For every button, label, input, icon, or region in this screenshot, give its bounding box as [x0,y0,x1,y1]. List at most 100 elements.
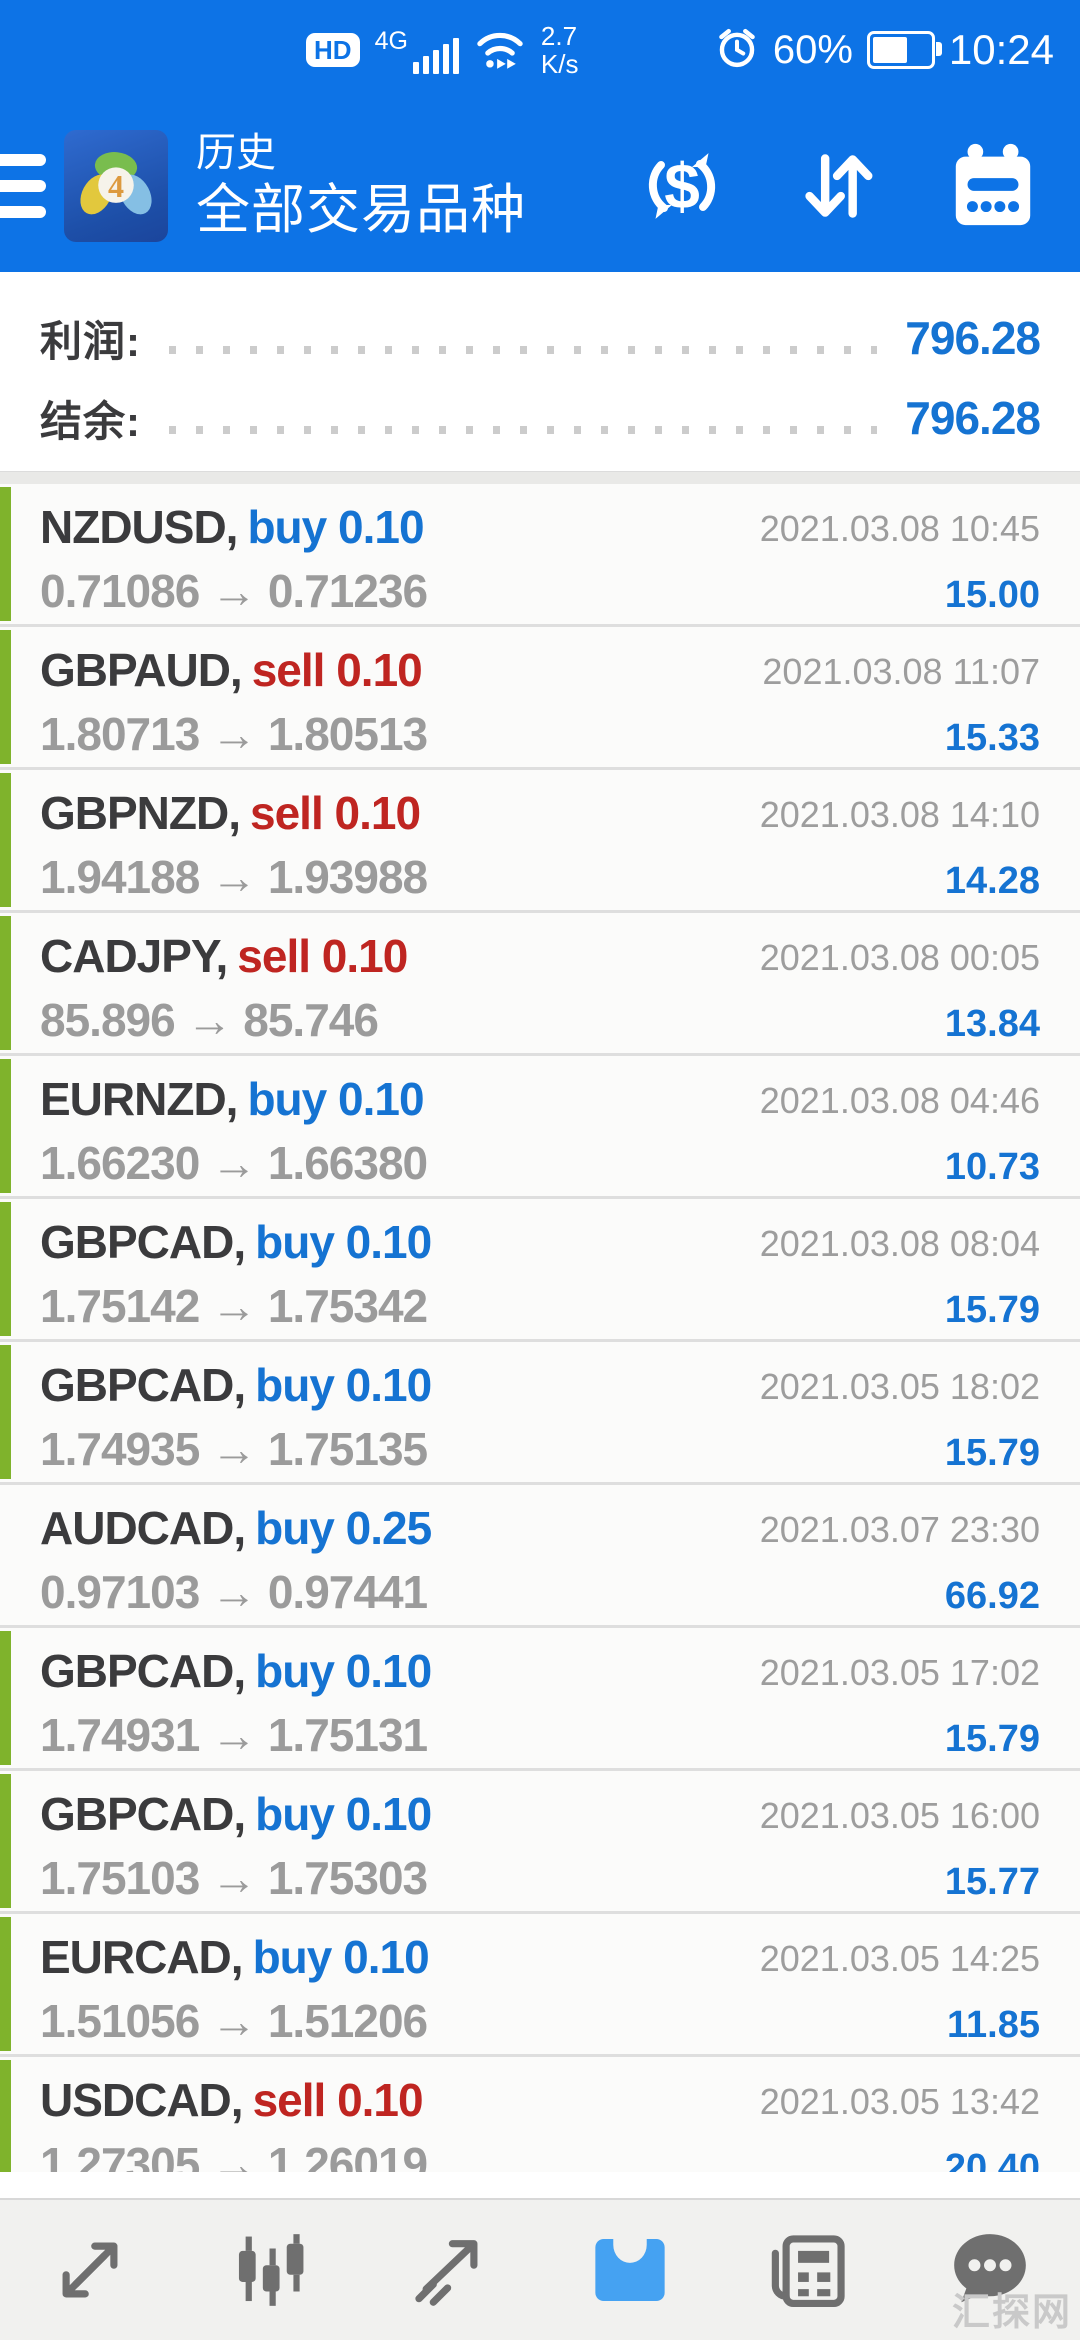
trade-prices: 1.80713 → 1.80513 [40,708,428,760]
trade-datetime: 2021.03.08 00:05 [759,937,1040,978]
hd-icon: HD [306,33,360,67]
trade-symbol: NZDUSD, [40,501,238,553]
section-divider [0,471,1080,484]
trade-profit: 15.79 [944,1718,1040,1760]
profit-row: 利润: 796.28 [40,298,1041,378]
mt4-logo-icon: 4 [64,130,168,242]
dotted-leader [169,426,878,434]
trade-datetime: 2021.03.05 16:00 [759,1795,1040,1836]
nav-trade[interactable] [370,2210,530,2330]
profit-label: 利润: [40,317,141,365]
trade-datetime: 2021.03.08 11:07 [762,651,1040,692]
profit-stripe [0,487,11,621]
network-speed: 2.7 K/s [540,21,579,79]
profit-stripe [0,1059,11,1193]
trade-row[interactable]: USDCAD, sell 0.10 1.27305 → 1.26019 2021.… [0,2057,1080,2172]
trade-side: buy 0.10 [255,1788,432,1840]
account-summary: 利润: 796.28 结余: 796.28 [0,272,1080,471]
trade-profit: 15.33 [944,717,1040,759]
trade-datetime: 2021.03.08 08:04 [759,1223,1040,1264]
trade-datetime: 2021.03.08 10:45 [759,508,1040,549]
profit-stripe [0,1917,11,2051]
trade-symbol: CADJPY, [40,930,228,982]
trade-row[interactable]: EURCAD, buy 0.10 1.51056 → 1.51206 2021.0… [0,1914,1080,2057]
profit-stripe [0,630,11,764]
balance-value: 796.28 [905,392,1041,444]
trade-symbol: GBPCAD, [40,1359,246,1411]
trade-row[interactable]: GBPCAD, buy 0.10 1.74931 → 1.75131 2021.0… [0,1628,1080,1771]
trade-side: buy 0.10 [247,1073,424,1125]
trade-row[interactable]: CADJPY, sell 0.10 85.896 → 85.746 2021.03… [0,913,1080,1056]
trade-row[interactable]: NZDUSD, buy 0.10 0.71086 → 0.71236 2021.0… [0,484,1080,627]
trade-symbol: GBPAUD, [40,644,243,696]
trade-profit: 13.84 [944,1003,1040,1045]
trade-prices: 1.94188 → 1.93988 [40,851,428,903]
trade-side: buy 0.10 [247,501,424,553]
balance-label: 结余: [40,397,141,445]
trade-side: sell 0.10 [252,2074,424,2126]
trade-side: buy 0.25 [255,1502,432,1554]
trade-prices: 1.66230 → 1.66380 [40,1137,428,1189]
wifi-icon [474,25,526,76]
page-title: 历史 [196,130,276,175]
network-type-label: 4G [374,26,408,55]
trade-symbol: EURNZD, [40,1073,238,1125]
trade-profit: 14.28 [944,860,1040,902]
trade-row[interactable]: GBPCAD, buy 0.10 1.75103 → 1.75303 2021.0… [0,1771,1080,1914]
trade-profit: 11.85 [947,2004,1040,2046]
trade-row[interactable]: GBPCAD, buy 0.10 1.74935 → 1.75135 2021.0… [0,1342,1080,1485]
watermark: 汇探网 [951,2292,1072,2334]
nav-quotes[interactable] [10,2210,170,2330]
sort-icon[interactable] [794,142,882,230]
profit-stripe [0,2060,11,2172]
trade-symbol: USDCAD, [40,2074,244,2126]
svg-text:4: 4 [108,168,124,204]
svg-text:$: $ [664,150,700,222]
trade-row[interactable]: GBPCAD, buy 0.10 1.75142 → 1.75342 2021.0… [0,1199,1080,1342]
trade-datetime: 2021.03.08 04:46 [759,1080,1040,1121]
trade-row[interactable]: GBPNZD, sell 0.10 1.94188 → 1.93988 2021.… [0,770,1080,913]
trade-row[interactable]: GBPAUD, sell 0.10 1.80713 → 1.80513 2021.… [0,627,1080,770]
nav-messages[interactable] [910,2210,1070,2330]
symbol-filter-title[interactable]: 全部交易品种 [196,179,526,240]
trade-symbol: GBPCAD, [40,1788,246,1840]
trade-datetime: 2021.03.05 13:42 [759,2081,1040,2122]
profit-value: 796.28 [905,312,1041,364]
trade-profit: 15.79 [944,1432,1040,1474]
trade-side: sell 0.10 [237,930,408,982]
trade-prices: 1.27305 → 1.26019 [40,2138,428,2172]
trade-row[interactable]: EURNZD, buy 0.10 1.66230 → 1.66380 2021.0… [0,1056,1080,1199]
nav-history[interactable] [550,2210,710,2330]
currency-exchange-icon[interactable]: $ [634,138,730,234]
trade-side: buy 0.10 [255,1645,432,1697]
trade-datetime: 2021.03.05 17:02 [759,1652,1040,1693]
trade-symbol: GBPCAD, [40,1216,246,1268]
trade-profit: 10.73 [944,1146,1040,1188]
trade-symbol: EURCAD, [40,1931,244,1983]
trade-row[interactable]: AUDCAD, buy 0.25 0.97103 → 0.97441 2021.0… [0,1485,1080,1628]
trade-profit: 20.40 [944,2147,1040,2172]
trade-side: sell 0.10 [251,644,423,696]
bottom-nav [0,2198,1080,2340]
trade-symbol: GBPNZD, [40,787,241,839]
profit-stripe [0,1631,11,1765]
nav-news[interactable] [730,2210,890,2330]
menu-button[interactable] [0,154,46,218]
trade-profit: 15.77 [944,1861,1040,1903]
profit-stripe [0,916,11,1050]
trade-side: buy 0.10 [252,1931,430,1983]
battery-icon [866,31,942,69]
calendar-icon[interactable] [946,139,1040,233]
trade-prices: 0.97103 → 0.97441 [40,1566,428,1618]
trade-datetime: 2021.03.05 18:02 [759,1366,1040,1407]
trade-symbol: GBPCAD, [40,1645,246,1697]
profit-stripe [0,1202,11,1336]
trade-symbol: AUDCAD, [40,1502,246,1554]
trade-profit: 15.00 [944,574,1040,616]
profit-stripe [0,1774,11,1908]
trade-datetime: 2021.03.07 23:30 [759,1509,1040,1550]
trade-profit: 15.79 [944,1289,1040,1331]
app-bar: 4 历史 全部交易品种 $ [0,100,1080,272]
trade-prices: 0.71086 → 0.71236 [40,565,428,617]
nav-charts[interactable] [190,2210,350,2330]
